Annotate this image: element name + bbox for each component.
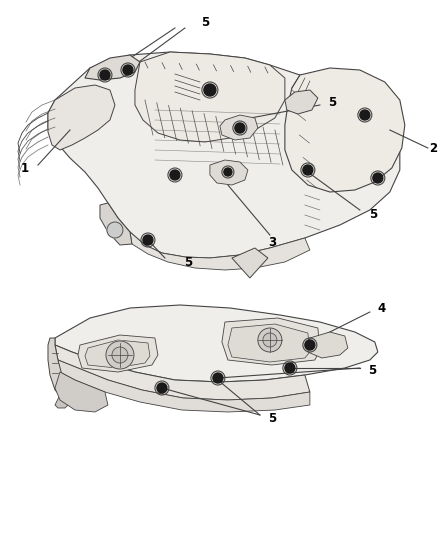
Text: 5: 5 (184, 256, 192, 270)
Circle shape (303, 165, 313, 175)
Circle shape (224, 168, 232, 176)
Circle shape (123, 65, 133, 75)
Polygon shape (232, 248, 268, 278)
Polygon shape (135, 52, 285, 142)
Polygon shape (85, 55, 140, 80)
Polygon shape (48, 338, 65, 395)
Circle shape (373, 173, 383, 183)
Text: 5: 5 (369, 208, 377, 222)
Polygon shape (228, 324, 310, 362)
Text: 5: 5 (268, 411, 276, 424)
Circle shape (143, 235, 153, 245)
Text: 5: 5 (201, 15, 209, 28)
Circle shape (100, 70, 110, 80)
Polygon shape (55, 390, 68, 408)
Polygon shape (48, 52, 400, 258)
Circle shape (263, 333, 277, 347)
Circle shape (213, 373, 223, 383)
Text: 3: 3 (268, 237, 276, 249)
Circle shape (204, 84, 216, 96)
Polygon shape (308, 332, 348, 358)
Polygon shape (55, 305, 378, 382)
Polygon shape (100, 203, 132, 245)
Circle shape (107, 222, 123, 238)
Polygon shape (85, 340, 150, 368)
Polygon shape (220, 115, 258, 140)
Polygon shape (285, 90, 318, 114)
Text: 1: 1 (21, 161, 29, 174)
Polygon shape (55, 345, 310, 400)
Polygon shape (58, 360, 310, 412)
Circle shape (305, 340, 315, 350)
Text: 2: 2 (429, 141, 437, 155)
Circle shape (285, 363, 295, 373)
Circle shape (112, 347, 128, 363)
Text: 5: 5 (368, 364, 376, 376)
Circle shape (258, 328, 282, 352)
Circle shape (170, 170, 180, 180)
Circle shape (360, 110, 370, 120)
Polygon shape (222, 318, 320, 365)
Text: 5: 5 (328, 95, 336, 109)
Polygon shape (130, 232, 310, 270)
Polygon shape (285, 68, 405, 192)
Circle shape (157, 383, 167, 393)
Polygon shape (210, 160, 248, 185)
Circle shape (235, 123, 245, 133)
Polygon shape (55, 372, 108, 412)
Text: 4: 4 (378, 302, 386, 314)
Polygon shape (78, 335, 158, 372)
Circle shape (106, 341, 134, 369)
Polygon shape (48, 85, 115, 150)
